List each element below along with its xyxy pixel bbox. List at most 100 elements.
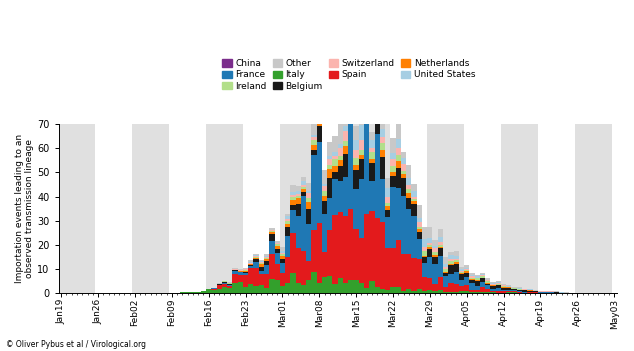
Bar <box>306 209 311 224</box>
Bar <box>417 205 422 218</box>
Bar <box>475 292 480 293</box>
Bar <box>469 283 475 290</box>
Bar <box>437 290 443 293</box>
Bar <box>295 216 301 247</box>
Bar <box>290 197 295 200</box>
Bar <box>269 254 275 279</box>
Bar <box>264 261 269 265</box>
Bar <box>443 273 448 276</box>
Bar <box>443 257 448 264</box>
Bar <box>338 278 343 293</box>
Legend: China, France, Ireland, Other, Italy, Belgium, Switzerland, Spain, Netherlands, : China, France, Ireland, Other, Italy, Be… <box>221 58 477 93</box>
Bar <box>301 192 306 196</box>
Bar <box>448 259 453 261</box>
Bar <box>396 139 401 147</box>
Bar <box>311 140 316 145</box>
Text: © Oliver Pybus et al / Virological.org: © Oliver Pybus et al / Virological.org <box>6 340 146 349</box>
Bar <box>411 199 417 201</box>
Bar <box>327 276 332 293</box>
Bar <box>285 227 290 236</box>
Bar <box>411 197 417 199</box>
Bar <box>469 275 475 276</box>
Bar <box>195 292 201 293</box>
Bar <box>316 142 322 223</box>
Bar <box>316 96 322 107</box>
Bar <box>512 289 517 290</box>
Bar <box>475 290 480 292</box>
Bar <box>448 292 453 293</box>
Bar <box>459 291 464 293</box>
Bar <box>469 290 475 292</box>
Bar <box>480 273 485 274</box>
Bar <box>496 285 501 288</box>
Bar <box>401 291 406 293</box>
Bar <box>364 94 369 98</box>
Bar <box>422 263 427 277</box>
Bar <box>275 244 280 245</box>
Bar <box>375 75 380 95</box>
Bar <box>364 117 369 214</box>
Bar <box>533 292 538 293</box>
Bar <box>332 172 338 179</box>
Bar <box>380 222 385 289</box>
Bar <box>275 245 280 246</box>
Bar <box>327 159 332 165</box>
Bar <box>327 169 332 178</box>
Bar <box>385 247 391 290</box>
Bar <box>480 292 485 293</box>
Bar <box>501 291 506 293</box>
Bar <box>401 152 406 158</box>
Bar <box>459 280 464 286</box>
Bar <box>448 274 453 283</box>
Bar <box>475 275 480 276</box>
Bar <box>343 126 348 132</box>
Bar <box>254 257 259 258</box>
Bar <box>485 280 491 281</box>
Bar <box>269 232 275 234</box>
Bar <box>427 257 432 278</box>
Bar <box>332 215 338 284</box>
Bar <box>280 263 285 272</box>
Bar <box>348 119 354 209</box>
Bar <box>385 188 391 197</box>
Bar <box>233 270 238 271</box>
Bar <box>411 191 417 197</box>
Bar <box>254 258 259 259</box>
Bar <box>179 292 185 293</box>
Bar <box>501 286 506 287</box>
Bar <box>391 177 396 187</box>
Bar <box>338 212 343 278</box>
Bar <box>448 252 453 255</box>
Bar <box>359 179 364 238</box>
Bar <box>211 290 217 293</box>
Bar <box>238 282 243 293</box>
Bar <box>369 163 375 181</box>
Bar <box>254 256 259 257</box>
Bar <box>343 216 348 283</box>
Bar <box>485 285 491 290</box>
Bar <box>259 285 264 293</box>
Bar <box>295 186 301 191</box>
Bar <box>354 280 359 293</box>
Bar <box>295 196 301 198</box>
Bar <box>464 291 469 293</box>
Bar <box>285 216 290 219</box>
Bar <box>391 138 396 153</box>
Bar <box>290 192 295 194</box>
Bar <box>527 289 533 290</box>
Bar <box>285 219 290 221</box>
Bar <box>417 239 422 259</box>
Bar <box>396 240 401 287</box>
Bar <box>506 287 512 288</box>
Bar <box>227 286 233 288</box>
Bar <box>248 262 254 263</box>
Bar <box>206 289 211 293</box>
Bar <box>285 283 290 293</box>
Bar <box>385 210 391 217</box>
Bar <box>243 270 248 271</box>
Bar <box>254 286 259 293</box>
Bar <box>369 132 375 140</box>
Bar <box>401 174 406 178</box>
Bar <box>243 274 248 287</box>
Bar <box>459 286 464 291</box>
